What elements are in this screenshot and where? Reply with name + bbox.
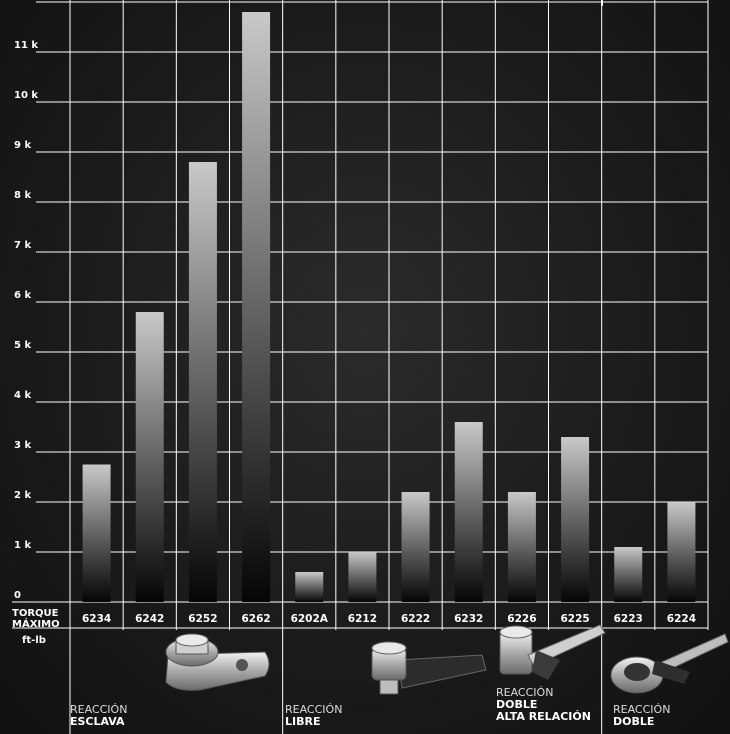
bar-6225 [561,437,590,602]
y-axis-label-line1: TORQUE [12,608,59,619]
double-reaction-wrench-image [610,633,729,694]
y-tick-label: 8 k [14,190,31,201]
y-tick-label: 1 k [14,540,31,551]
bar-6212 [348,552,377,602]
group-label-doble: REACCIÓN DOBLE [613,704,670,728]
y-tick-label: 3 k [14,440,31,451]
y-tick-label: 4 k [14,390,31,401]
bar-6202A [295,572,324,602]
y-tick-label: 5 k [14,340,31,351]
y-tick-label: 6 k [14,290,31,301]
x-tick-label-6226: 6226 [507,613,536,625]
slave-reaction-wrench-image [165,633,270,691]
bar-6223 [614,547,643,602]
bar-6262 [242,12,271,602]
x-tick-label-6225: 6225 [560,613,589,625]
x-tick-label-6224: 6224 [667,613,696,625]
x-tick-label-6242: 6242 [135,613,164,625]
bar-6242 [135,312,164,602]
x-tick-label-6262: 6262 [241,613,270,625]
group-label-line2: ESCLAVA [70,715,125,728]
double-reaction-high-ratio-wrench-image [499,624,606,680]
bar-6222 [401,492,430,602]
x-tick-label-6252: 6252 [188,613,217,625]
bar-6234 [82,464,111,602]
y-axis-tick-labels: 0 1 k 2 k 3 k 4 k 5 k 6 k 7 k 8 k 9 k 10 k 11 k [14,40,38,601]
group-label-line2: DOBLE [613,715,655,728]
x-tick-label-6222: 6222 [401,613,430,625]
x-tick-label-6234: 6234 [82,613,111,625]
free-reaction-wrench-image [371,641,487,695]
group-label-esclava: REACCIÓN ESCLAVA [70,704,127,728]
x-tick-label-6232: 6232 [454,613,483,625]
bar-6232 [454,422,483,602]
y-tick-label: 7 k [14,240,31,251]
x-tick-label-6212: 6212 [348,613,377,625]
x-axis-tick-labels: 6234 6242 6252 6262 6202A 6212 6222 6232 6226 622… [82,613,696,625]
y-tick-label: 10 k [14,90,38,101]
bars [82,12,696,602]
group-label-line2: DOBLE [496,698,538,711]
group-label-libre: REACCIÓN LIBRE [285,704,342,728]
x-tick-label-6223: 6223 [614,613,643,625]
bar-6252 [188,162,217,602]
y-tick-label: 9 k [14,140,31,151]
group-label-line2: LIBRE [285,715,321,728]
group-label-doble-alta-relacion: REACCIÓN DOBLE ALTA RELACIÓN [496,687,591,723]
bar-6224 [667,502,696,602]
x-tick-label-6202A: 6202A [291,613,329,625]
group-label-line3: ALTA RELACIÓN [496,710,591,723]
y-axis-label: TORQUE MÁXIMO ft-lb [12,608,60,646]
group-label-line1: REACCIÓN [613,703,671,716]
y-axis-unit: ft-lb [22,635,46,646]
bar-6226 [507,492,536,602]
y-axis-label-line2: MÁXIMO [12,619,60,630]
group-label-line1: REACCIÓN [496,686,554,699]
group-label-line1: REACCIÓN [70,703,128,716]
y-tick-label: 0 [14,590,21,601]
group-label-line1: REACCIÓN [285,703,343,716]
y-tick-label: 11 k [14,40,38,51]
y-tick-label: 2 k [14,490,31,501]
